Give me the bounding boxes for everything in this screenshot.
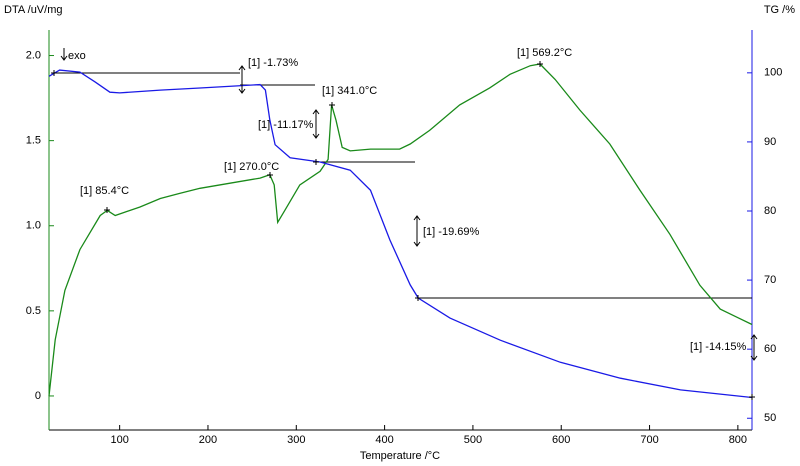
- annotation: [1] 85.4°C: [80, 185, 129, 197]
- y-tick-label: 1.5: [26, 135, 41, 147]
- marker: [415, 295, 421, 301]
- x-tick-label: 600: [552, 434, 570, 446]
- y-tick-label: 0: [35, 390, 41, 402]
- annotation: exo: [68, 50, 86, 62]
- annotation: [1] 569.2°C: [517, 47, 572, 59]
- y-axis-label: DTA /uV/mg: [4, 4, 62, 16]
- y-tick-label: 1.0: [26, 220, 41, 232]
- marker: [104, 207, 110, 213]
- marker: [537, 61, 543, 67]
- y-tick-label: 2.0: [26, 49, 41, 61]
- marker: [313, 159, 319, 165]
- y2-tick-label: 100: [764, 67, 782, 79]
- x-tick-label: 500: [464, 434, 482, 446]
- marker: [51, 70, 57, 76]
- y-tick-label: 0.5: [26, 305, 41, 317]
- annotation: [1] -14.15%: [690, 341, 746, 353]
- x-tick-label: 400: [375, 434, 393, 446]
- x-tick-label: 100: [110, 434, 128, 446]
- x-tick-label: 300: [287, 434, 305, 446]
- annotation: [1] -19.69%: [423, 226, 479, 238]
- annotation: [1] -11.17%: [258, 119, 314, 131]
- marker: [749, 394, 755, 400]
- annotation: [1] 270.0°C: [224, 161, 279, 173]
- x-tick-label: 200: [199, 434, 217, 446]
- annotation: [1] 341.0°C: [322, 85, 377, 97]
- arrow-head: [413, 215, 421, 247]
- arrow-head: [312, 109, 320, 139]
- y2-tick-label: 80: [764, 205, 776, 217]
- marker: [267, 172, 273, 178]
- marker: [329, 102, 335, 108]
- y2-tick-label: 60: [764, 343, 776, 355]
- annotation: [1] -1.73%: [248, 57, 298, 69]
- arrow-head: [238, 65, 246, 94]
- arrow-head: [750, 334, 758, 361]
- x-tick-label: 700: [640, 434, 658, 446]
- series-line: [48, 63, 753, 397]
- y2-tick-label: 70: [764, 274, 776, 286]
- y2-tick-label: 50: [764, 412, 776, 424]
- y2-axis-label: TG /%: [764, 4, 795, 16]
- exo-arrow: [60, 48, 68, 61]
- x-tick-label: 800: [729, 434, 747, 446]
- x-axis-label: Temperature /°C: [360, 450, 440, 462]
- series-line: [48, 69, 753, 399]
- y2-tick-label: 90: [764, 136, 776, 148]
